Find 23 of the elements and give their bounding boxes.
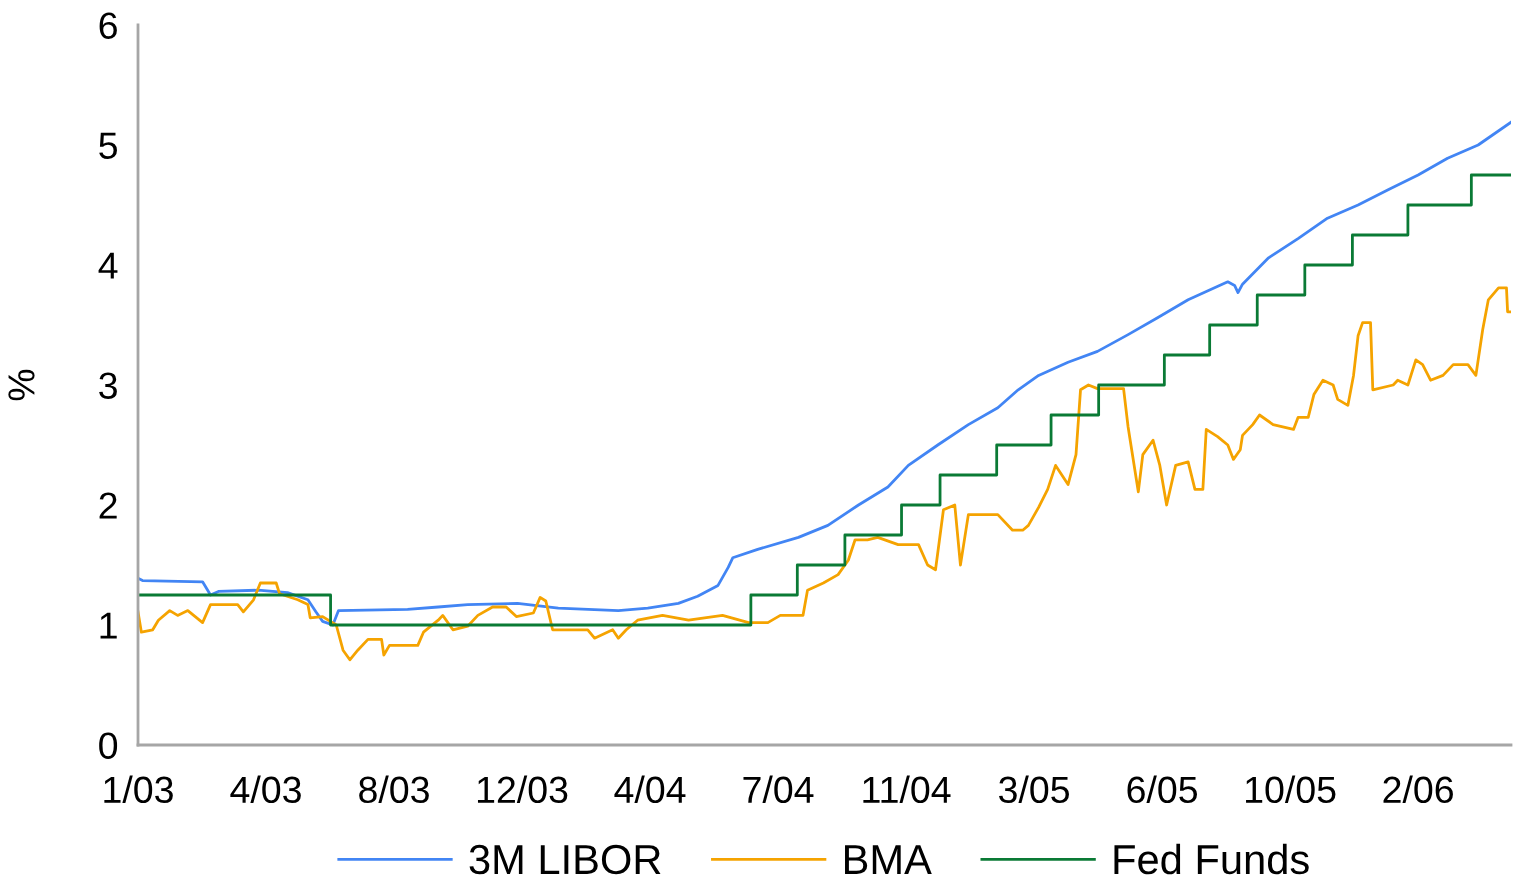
- x-tick-label: 7/04: [743, 775, 814, 804]
- x-tick-label: 2/06: [1383, 775, 1453, 804]
- y-tick-label: 2: [99, 492, 117, 519]
- y-tick-label: 3: [99, 372, 117, 399]
- x-tick-label: 4/03: [230, 775, 301, 804]
- x-tick-label: 4/04: [614, 775, 686, 804]
- x-tick-label: 10/05: [1246, 775, 1336, 804]
- x-tick-label: 12/03: [477, 775, 568, 804]
- x-tick-label: 1/03: [104, 775, 173, 804]
- legend-label: BMA: [845, 845, 932, 874]
- x-tick-label: 8/03: [359, 775, 429, 804]
- x-tick-label: 6/05: [1127, 775, 1198, 804]
- y-tick-label: 1: [100, 612, 117, 639]
- y-tick-label: 4: [98, 252, 118, 279]
- line-series: [138, 286, 1511, 662]
- y-tick-label: 0: [99, 732, 118, 759]
- y-tick-label: 5: [99, 132, 117, 159]
- y-axis-title: %: [8, 369, 35, 401]
- legend-label: Fed Funds: [1114, 843, 1309, 875]
- x-tick-label: 3/05: [999, 775, 1069, 804]
- y-tick-label: 6: [99, 12, 117, 39]
- legend-label: 3M LIBOR: [469, 844, 661, 875]
- x-tick-label: 11/04: [863, 775, 951, 804]
